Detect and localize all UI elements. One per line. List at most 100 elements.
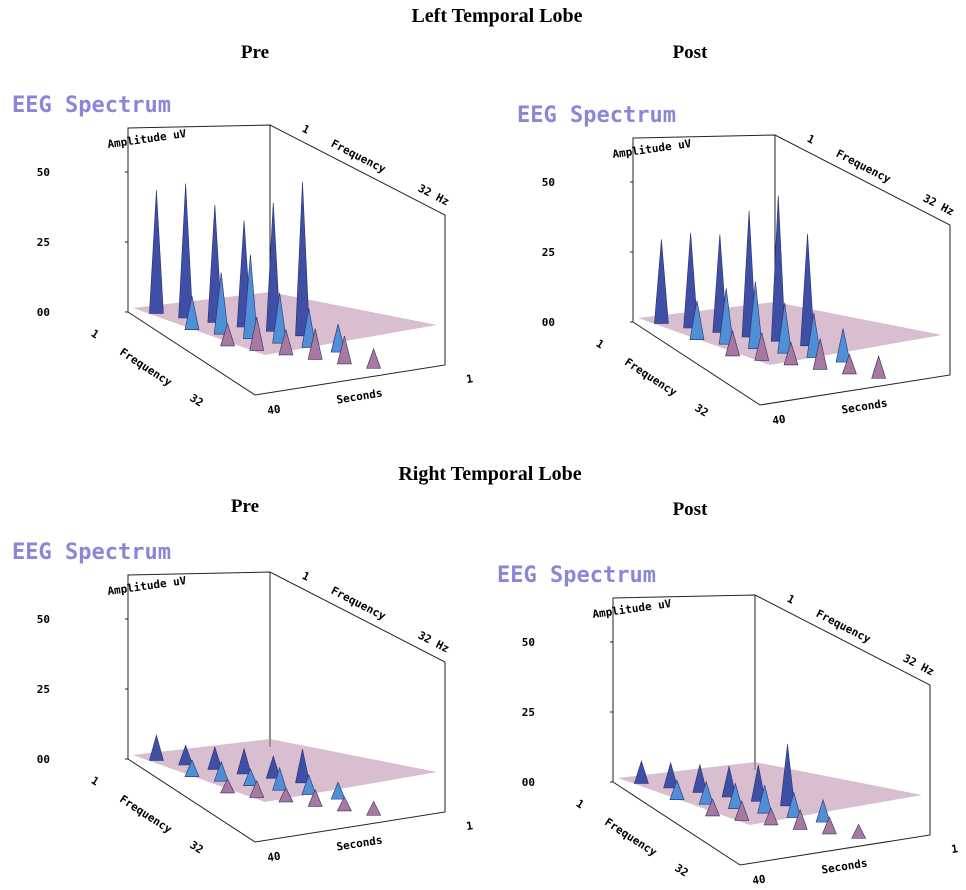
spectrum-peak xyxy=(741,210,757,338)
spectrum-peak xyxy=(278,787,294,803)
plot-title: EEG Spectrum xyxy=(497,563,656,588)
spectrum-peak xyxy=(669,779,685,801)
spectrum-peak xyxy=(748,281,763,349)
time-axis-label: 1 xyxy=(465,372,474,386)
spectrum-peak xyxy=(272,292,287,344)
time-axis-label: 40 xyxy=(751,873,766,888)
freq-axis-label: 1 xyxy=(89,327,102,342)
box-edge xyxy=(612,594,931,866)
spectrum-peak xyxy=(295,749,310,784)
box-edge xyxy=(632,134,951,406)
spectrum-peak xyxy=(301,308,317,348)
freq-axis-label: Frequency xyxy=(117,793,174,837)
time-axis-label: Seconds xyxy=(821,857,869,877)
spectrum-peak xyxy=(220,778,236,794)
surface-floor xyxy=(618,762,922,825)
freq-axis-label: 1 xyxy=(574,797,587,812)
spectrum-peak xyxy=(295,181,310,337)
spectrum-peak xyxy=(178,744,194,766)
freq-axis-label: Frequency xyxy=(622,356,679,400)
freq-axis-label: Frequency xyxy=(602,816,659,860)
freq-axis-label: 1 xyxy=(89,774,102,789)
z-tick-label: 25 xyxy=(542,246,555,259)
panel-label: Pre xyxy=(241,42,269,63)
panel-label: Post xyxy=(673,42,709,63)
spectrum-peak xyxy=(663,761,679,789)
spectrum-peak xyxy=(851,823,867,839)
spectrum-peak xyxy=(249,779,265,798)
z-tick-label: 25 xyxy=(522,706,535,719)
z-tick-label: 50 xyxy=(522,636,535,649)
z-axis-label: Amplitude uV xyxy=(612,137,693,161)
spectrum-peak xyxy=(366,800,382,816)
back-axis-label: 1 xyxy=(805,132,817,147)
z-tick-label: 50 xyxy=(542,176,555,189)
time-axis-label: Seconds xyxy=(336,387,384,407)
spectrum-peak xyxy=(178,183,193,319)
spectrum-peak xyxy=(213,760,229,782)
spectrum-peak xyxy=(236,747,252,775)
spectrum-peak xyxy=(754,332,770,361)
freq-axis-label: 32 xyxy=(692,401,710,419)
panel-label: Post xyxy=(673,499,709,520)
spectrum-peak xyxy=(705,798,720,817)
spectrum-peak xyxy=(689,300,705,341)
spectrum-peak xyxy=(780,744,795,807)
spectrum-peak xyxy=(278,328,294,356)
spectrum-peak xyxy=(698,780,714,805)
back-axis-label: 32 Hz xyxy=(921,192,956,219)
z-tick-label: 00 xyxy=(37,306,50,319)
z-tick-label: 00 xyxy=(522,776,535,789)
freq-axis-label: 32 xyxy=(187,391,205,409)
spectrum-peak xyxy=(777,302,792,354)
spectrum-peak xyxy=(213,272,229,335)
surface-floor xyxy=(133,739,437,802)
spectrum-peak xyxy=(307,788,323,807)
panel: EEG Spectrum Amplitude uV 50 25 00 1 Frequency… xyxy=(12,540,474,864)
spectrum-peak xyxy=(265,202,281,332)
time-axis-label: 40 xyxy=(266,850,281,865)
spectrum-peak xyxy=(763,807,779,826)
spectrum-peak xyxy=(242,768,258,786)
spectrum-peak xyxy=(757,785,773,814)
spectrum-peak xyxy=(815,798,831,823)
spectrum-peak xyxy=(149,734,164,761)
spectrum-peak xyxy=(871,354,887,379)
box-edge xyxy=(127,124,446,396)
spectrum-peak xyxy=(792,808,808,830)
plot-title: EEG Spectrum xyxy=(12,93,171,118)
freq-axis-label: 32 xyxy=(187,838,205,856)
back-axis-label: 1 xyxy=(300,569,312,584)
spectrum-peak xyxy=(806,312,822,358)
spectrum-peak xyxy=(337,335,352,365)
back-axis-label: 1 xyxy=(300,122,312,137)
back-axis-label: 32 Hz xyxy=(416,182,451,209)
spectrum-peak xyxy=(220,322,235,347)
panel-label: Pre xyxy=(231,496,259,517)
plot-title: EEG Spectrum xyxy=(517,103,676,128)
time-axis-label: 40 xyxy=(771,413,786,428)
z-axis-label: Amplitude uV xyxy=(592,597,673,621)
section-title: Right Temporal Lobe xyxy=(398,463,581,485)
spectrum-peak xyxy=(783,341,799,366)
spectrum-peak xyxy=(728,782,743,809)
spectrum-peak xyxy=(770,195,786,342)
spectrum-peak xyxy=(734,799,750,821)
spectrum-peak xyxy=(841,353,857,375)
z-tick-label: 50 xyxy=(37,166,50,179)
z-tick-label: 00 xyxy=(37,753,50,766)
spectrum-peak xyxy=(265,754,281,779)
panel: EEG Spectrum Amplitude uV 50 25 00 1 Frequency… xyxy=(12,93,474,417)
z-axis-label: Amplitude uV xyxy=(107,127,188,151)
spectrum-peak xyxy=(366,347,382,369)
spectrum-peak xyxy=(272,766,288,791)
back-axis-label: 1 xyxy=(785,592,797,607)
spectrum-peak xyxy=(750,764,766,802)
z-tick-label: 25 xyxy=(37,236,50,249)
freq-axis-label: 32 xyxy=(672,861,690,879)
spectrum-peak xyxy=(634,760,649,784)
spectrum-peak xyxy=(718,288,734,345)
spectrum-peak xyxy=(800,233,815,347)
time-axis-label: 1 xyxy=(465,819,474,833)
